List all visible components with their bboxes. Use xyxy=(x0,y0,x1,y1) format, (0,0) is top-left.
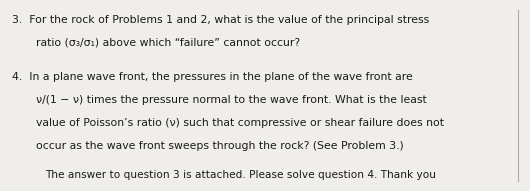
Text: 4.  In a plane wave front, the pressures in the plane of the wave front are: 4. In a plane wave front, the pressures … xyxy=(12,72,412,82)
Text: value of Poisson’s ratio (ν) such that compressive or shear failure does not: value of Poisson’s ratio (ν) such that c… xyxy=(36,118,444,128)
Text: ratio (σ₃/σ₁) above which “failure” cannot occur?: ratio (σ₃/σ₁) above which “failure” cann… xyxy=(36,38,300,48)
Text: 3.  For the rock of Problems 1 and 2, what is the value of the principal stress: 3. For the rock of Problems 1 and 2, wha… xyxy=(12,15,429,25)
Text: The answer to question 3 is attached. Please solve question 4. Thank you: The answer to question 3 is attached. Pl… xyxy=(45,170,436,180)
Text: occur as the wave front sweeps through the rock? (See Problem 3.): occur as the wave front sweeps through t… xyxy=(36,141,404,151)
Text: ν/(1 − ν) times the pressure normal to the wave front. What is the least: ν/(1 − ν) times the pressure normal to t… xyxy=(36,95,427,105)
